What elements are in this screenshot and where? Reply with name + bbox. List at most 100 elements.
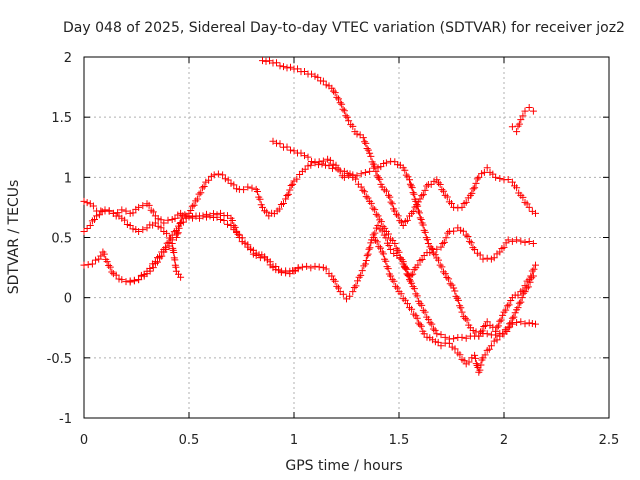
- data-point-fill: [528, 274, 536, 282]
- data-point-fill: [164, 216, 172, 224]
- data-point-fill: [273, 139, 280, 147]
- data-point-fill: [361, 188, 369, 196]
- data-point: [406, 276, 413, 284]
- data-point-fill: [282, 269, 290, 277]
- data-point: [403, 300, 411, 308]
- data-point-fill: [100, 250, 108, 258]
- data-point: [445, 339, 453, 347]
- data-point-fill: [515, 299, 523, 307]
- data-point: [458, 333, 466, 341]
- data-point: [458, 308, 466, 316]
- data-point-fill: [490, 254, 498, 262]
- data-point-fill: [513, 184, 521, 192]
- data-point-fill: [231, 223, 239, 231]
- data-point: [471, 246, 479, 254]
- data-point-fill: [517, 298, 525, 306]
- data-point-fill: [342, 112, 350, 120]
- data-point-fill: [105, 207, 113, 215]
- data-point: [492, 173, 500, 181]
- data-point: [168, 240, 176, 248]
- data-point-fill: [388, 276, 396, 284]
- data-point-fill: [240, 186, 248, 194]
- data-point-fill: [352, 282, 360, 290]
- data-point-fill: [376, 175, 384, 183]
- data-point-fill: [404, 173, 412, 181]
- data-point: [532, 261, 539, 269]
- data-point-fill: [398, 256, 406, 264]
- data-point: [450, 335, 458, 343]
- data-point-fill: [318, 160, 326, 168]
- data-point-fill: [401, 166, 409, 174]
- data-point-fill: [371, 206, 379, 214]
- data-point-fill: [519, 112, 527, 120]
- data-point: [513, 236, 521, 244]
- data-point: [219, 171, 227, 179]
- data-point-fill: [471, 354, 479, 362]
- data-point-fill: [409, 189, 417, 197]
- data-point-fill: [504, 175, 512, 183]
- data-point-fill: [84, 261, 92, 269]
- data-point-fill: [363, 144, 371, 152]
- data-point-fill: [362, 257, 370, 265]
- data-point-fill: [329, 164, 336, 172]
- y-tick-label: -1: [59, 412, 72, 427]
- data-point-fill: [349, 122, 357, 130]
- data-point: [160, 219, 168, 227]
- data-point-fill: [438, 186, 446, 194]
- data-point-fill: [331, 89, 339, 97]
- data-point: [86, 221, 94, 229]
- data-point-fill: [346, 292, 354, 300]
- data-point: [387, 272, 395, 280]
- data-point-fill: [176, 220, 184, 228]
- data-point-fill: [371, 162, 379, 170]
- data-point-fill: [434, 179, 442, 187]
- data-point-fill: [213, 211, 221, 219]
- data-point-fill: [493, 336, 501, 344]
- data-point-fill: [314, 73, 322, 81]
- data-point: [433, 176, 441, 184]
- data-point-fill: [398, 218, 406, 226]
- data-point-fill: [214, 170, 222, 178]
- data-point-fill: [450, 227, 458, 235]
- data-point: [385, 191, 392, 199]
- data-point-fill: [248, 184, 256, 192]
- data-point-fill: [83, 224, 91, 232]
- data-point: [282, 195, 290, 203]
- data-point: [387, 246, 395, 254]
- data-point: [162, 246, 170, 254]
- data-point-fill: [230, 181, 238, 189]
- data-point-fill: [499, 311, 507, 319]
- data-point-fill: [385, 241, 393, 249]
- data-point-fill: [499, 330, 507, 338]
- data-point-fill: [433, 245, 441, 253]
- data-point-fill: [407, 182, 415, 190]
- data-point: [366, 167, 374, 175]
- data-point-fill: [480, 323, 488, 331]
- data-point: [361, 260, 369, 268]
- data-point-fill: [496, 175, 504, 183]
- data-point: [336, 99, 344, 107]
- data-point: [437, 243, 445, 251]
- data-point-fill: [319, 157, 327, 165]
- data-point: [416, 195, 424, 203]
- data-point: [217, 215, 224, 223]
- data-point-fill: [483, 254, 491, 262]
- data-point-fill: [507, 319, 515, 327]
- data-point-fill: [436, 181, 444, 189]
- data-point-fill: [170, 248, 178, 256]
- data-point-fill: [468, 189, 476, 197]
- data-point-fill: [415, 209, 423, 217]
- data-point-fill: [283, 143, 291, 151]
- data-point-fill: [199, 212, 207, 220]
- data-point-fill: [413, 202, 421, 210]
- data-point: [345, 117, 353, 125]
- data-point-fill: [304, 153, 312, 161]
- data-point-fill: [331, 277, 339, 285]
- data-point-fill: [406, 180, 414, 188]
- y-tick-label: 0: [64, 292, 72, 307]
- data-point-fill: [377, 244, 385, 252]
- data-point-fill: [256, 254, 264, 262]
- data-point-fill: [438, 263, 446, 271]
